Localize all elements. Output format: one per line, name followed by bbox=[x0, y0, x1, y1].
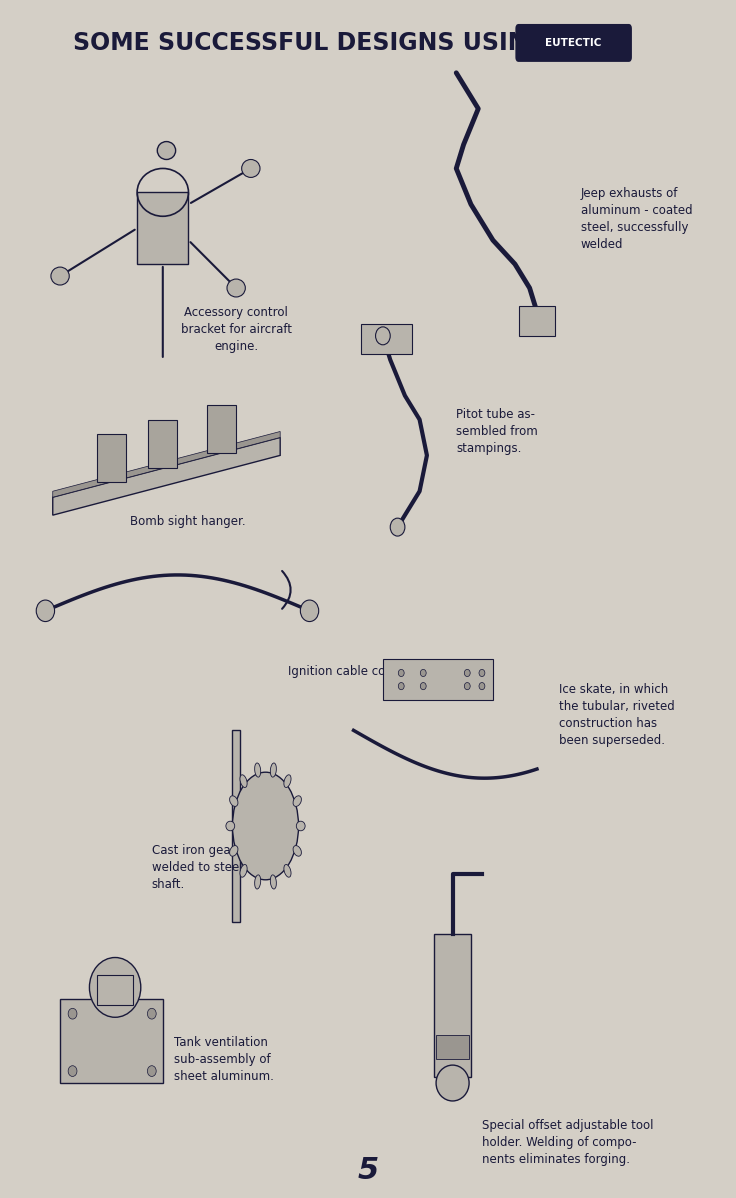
Ellipse shape bbox=[300, 600, 319, 622]
Ellipse shape bbox=[270, 875, 276, 889]
Ellipse shape bbox=[398, 683, 404, 690]
Bar bbox=[434, 933, 470, 1077]
Ellipse shape bbox=[51, 267, 69, 285]
Text: Tank ventilation
sub-assembly of
sheet aluminum.: Tank ventilation sub-assembly of sheet a… bbox=[174, 1035, 274, 1082]
Ellipse shape bbox=[283, 865, 291, 877]
Circle shape bbox=[233, 773, 298, 879]
Ellipse shape bbox=[227, 279, 245, 297]
Text: Special offset adjustable tool
holder. Welding of compo-
nents eliminates forgin: Special offset adjustable tool holder. W… bbox=[481, 1119, 653, 1166]
Ellipse shape bbox=[293, 846, 301, 857]
Bar bbox=[361, 325, 412, 353]
Ellipse shape bbox=[226, 822, 235, 831]
Bar bbox=[137, 193, 188, 265]
FancyBboxPatch shape bbox=[516, 25, 631, 61]
Polygon shape bbox=[60, 999, 163, 1083]
Ellipse shape bbox=[478, 683, 484, 690]
Ellipse shape bbox=[36, 600, 54, 622]
Bar bbox=[96, 434, 126, 482]
Text: SOME SUCCESSFUL DESIGNS USING: SOME SUCCESSFUL DESIGNS USING bbox=[73, 31, 546, 55]
Text: EUTECTIC: EUTECTIC bbox=[545, 38, 601, 48]
Text: Jeep exhausts of
aluminum - coated
steel, successfully
welded: Jeep exhausts of aluminum - coated steel… bbox=[581, 187, 692, 250]
Text: Ice skate, in which
the tubular, riveted
construction has
been superseded.: Ice skate, in which the tubular, riveted… bbox=[559, 683, 674, 746]
Ellipse shape bbox=[89, 957, 141, 1017]
Bar bbox=[233, 731, 240, 921]
Text: 5: 5 bbox=[358, 1156, 378, 1185]
Ellipse shape bbox=[293, 795, 301, 806]
Ellipse shape bbox=[390, 519, 405, 537]
Ellipse shape bbox=[464, 670, 470, 677]
Ellipse shape bbox=[147, 1009, 156, 1019]
Polygon shape bbox=[53, 437, 280, 515]
Ellipse shape bbox=[464, 683, 470, 690]
Text: Ignition cable conduit.: Ignition cable conduit. bbox=[287, 665, 419, 678]
Ellipse shape bbox=[283, 775, 291, 787]
Ellipse shape bbox=[420, 683, 426, 690]
Ellipse shape bbox=[158, 141, 175, 159]
Ellipse shape bbox=[230, 795, 238, 806]
Bar bbox=[436, 1035, 468, 1059]
Ellipse shape bbox=[270, 763, 276, 778]
Bar bbox=[96, 975, 133, 1005]
Text: Pitot tube as-
sembled from
stampings.: Pitot tube as- sembled from stampings. bbox=[456, 407, 538, 455]
Ellipse shape bbox=[230, 846, 238, 857]
Text: Bomb sight hanger.: Bomb sight hanger. bbox=[130, 515, 245, 528]
Text: Accessory control
bracket for aircraft
engine.: Accessory control bracket for aircraft e… bbox=[180, 307, 291, 353]
Polygon shape bbox=[383, 659, 492, 701]
Bar bbox=[518, 307, 555, 337]
Bar bbox=[207, 405, 236, 453]
Text: Cast iron gear
welded to steel
shaft.: Cast iron gear welded to steel shaft. bbox=[152, 845, 242, 891]
Ellipse shape bbox=[241, 159, 260, 177]
Ellipse shape bbox=[240, 775, 247, 787]
Ellipse shape bbox=[375, 327, 390, 345]
Ellipse shape bbox=[255, 875, 261, 889]
Ellipse shape bbox=[398, 670, 404, 677]
Ellipse shape bbox=[68, 1009, 77, 1019]
Ellipse shape bbox=[240, 865, 247, 877]
Polygon shape bbox=[53, 431, 280, 497]
Ellipse shape bbox=[420, 670, 426, 677]
Bar bbox=[148, 420, 177, 468]
Ellipse shape bbox=[296, 822, 305, 831]
Ellipse shape bbox=[68, 1066, 77, 1077]
Ellipse shape bbox=[147, 1066, 156, 1077]
Ellipse shape bbox=[478, 670, 484, 677]
Ellipse shape bbox=[255, 763, 261, 778]
Ellipse shape bbox=[436, 1065, 469, 1101]
